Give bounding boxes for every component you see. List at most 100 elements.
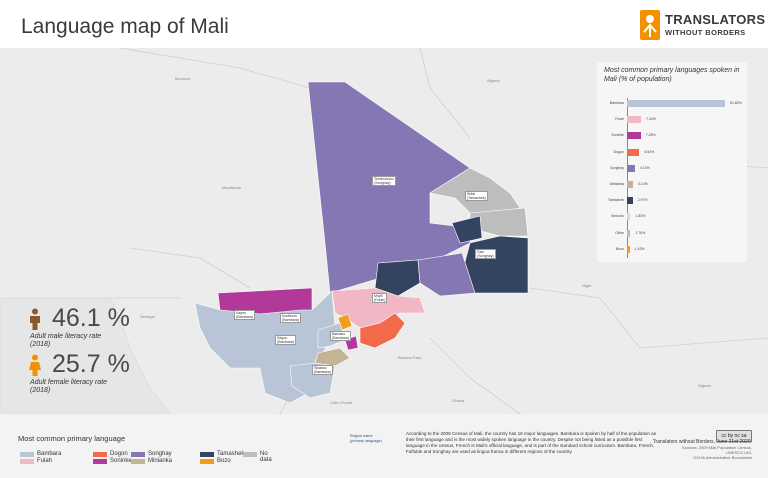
label-burkina-faso: Burkina Faso — [398, 355, 422, 360]
chart-value-label: 1.76% — [635, 230, 646, 235]
label-cote-divoire: Côte d'Ivoire — [330, 400, 353, 405]
legend-label: No data — [260, 451, 272, 463]
legend-swatch — [243, 452, 257, 457]
ocean — [0, 297, 171, 414]
region-label-mopti: Mopti (Fulah) — [372, 293, 388, 304]
region-label-segou: Ségou (Bambara) — [275, 335, 296, 346]
chart-category-label: Dogon — [613, 149, 624, 154]
chart-category-label: Fulah — [615, 117, 624, 122]
region-label-bamako: Bamako (Bambara) — [330, 331, 351, 342]
legend-swatch — [20, 452, 34, 457]
legend-swatch — [93, 459, 107, 464]
chart-row: Fulah 7.44% — [598, 115, 748, 124]
male-literacy: 46.1 % Adult male literacy rate (2018) — [28, 304, 158, 348]
label-algeria: Algeria — [487, 78, 500, 83]
chart-category-label: Soninke — [611, 133, 624, 138]
cc-license-badge[interactable]: cc by nc sa — [716, 430, 752, 442]
female-literacy-label: Adult female literacy rate — [30, 379, 108, 386]
twb-logo: TRANSLATORS WITHOUT BORDERS — [640, 10, 765, 42]
region-dogon[interactable] — [359, 312, 406, 349]
credit-source-2: UNESCO UIS, — [725, 450, 752, 455]
credits: Translators without Borders, June 21st 2… — [652, 439, 752, 461]
chart-row: Other 1.76% — [598, 229, 748, 237]
region-label-tombouctou: Tombouctou (Songhay) — [372, 176, 396, 187]
credit-main: Translators without Borders, June 21st 2… — [652, 439, 752, 445]
chart-category-label: Songhay — [610, 165, 624, 170]
chart-row: Tamashek 2.97% — [598, 196, 748, 205]
chart-value-label: 1.43% — [634, 246, 645, 251]
chart-category-label: Minianka — [609, 182, 624, 186]
region-minianka[interactable] — [314, 347, 351, 367]
chart-bar[interactable] — [627, 164, 635, 172]
region-label-kayes: Kayes (Bambara) — [234, 310, 255, 321]
chart-row: Songhay 4.13% — [598, 164, 748, 172]
label-senegal: Senegal — [140, 314, 155, 319]
chart-category-label: Sénoufo — [610, 214, 624, 219]
region-label-koulikoro: Koulikoro (Bambara) — [280, 313, 301, 324]
region-label-sikasso: Sikasso (Bambara) — [312, 365, 333, 376]
logo-line-1: TRANSLATORS — [665, 12, 766, 27]
credit-source-3: OCHA Administrative Boundaries — [693, 455, 752, 460]
legend-swatch — [93, 452, 107, 457]
label-mauritania: Mauritania — [222, 185, 241, 190]
legend-title: Most common primary language — [18, 434, 126, 443]
chart-bar[interactable] — [627, 116, 642, 124]
legend-label: Minianka — [148, 458, 173, 464]
chart-bar[interactable] — [627, 100, 725, 107]
language-chart-panel — [597, 62, 747, 262]
chart-value-label: 2.97% — [637, 198, 648, 203]
label-morocco: Morocco — [175, 76, 191, 81]
chart-value-label: 4.13% — [639, 165, 650, 170]
chart-row: Minianka 3.14% — [598, 180, 748, 188]
region-name-key-line1: Region name — [350, 434, 373, 438]
region-gao-tamashek[interactable] — [374, 259, 421, 297]
label-ghana: Ghana — [452, 398, 465, 403]
chart-bar[interactable] — [627, 229, 631, 237]
chart-row: Bambara 51.82% — [598, 99, 748, 107]
chart-value-label: 7.28% — [645, 133, 656, 138]
male-literacy-value: 46.1 % — [52, 304, 130, 332]
chart-value-label: 3.14% — [637, 182, 648, 186]
chart-bar[interactable] — [627, 213, 631, 221]
region-name-key-line2: (primary language) — [350, 439, 382, 443]
chart-category-label: Bambara — [609, 101, 624, 105]
male-literacy-label: Adult male literacy rate — [30, 333, 102, 340]
chart-row: Sénoufo 1.83% — [598, 212, 748, 221]
map-svg — [0, 48, 768, 414]
female-literacy: 25.7 % Adult female literacy rate (2018) — [28, 350, 158, 394]
chart-bar[interactable] — [627, 197, 633, 205]
region-gao[interactable] — [417, 252, 476, 297]
credit-source-1: Sources: 2009 Mali Population Census, — [681, 445, 752, 450]
legend-label: Soninke — [110, 458, 132, 464]
page-title: Language map of Mali — [21, 15, 229, 38]
twb-logo-icon — [640, 10, 660, 40]
legend-label: Dogon — [110, 451, 128, 457]
chart-title: Most common primary languages spoken in … — [604, 67, 740, 83]
chart-bar[interactable] — [627, 132, 641, 140]
logo-line-2: WITHOUT BORDERS — [665, 28, 746, 37]
header: Language map of Mali TRANSLATORS WITHOUT… — [0, 0, 768, 49]
region-label-gao: Gao (Songhay) — [475, 249, 496, 260]
chart-bar[interactable] — [627, 148, 640, 156]
chart-bar[interactable] — [627, 245, 630, 253]
chart-bar[interactable] — [627, 181, 633, 188]
chart-value-label: 6.54% — [644, 149, 655, 154]
female-person-icon — [29, 354, 41, 376]
chart-row: Bozo 1.43% — [598, 245, 748, 253]
chart-category-label: Other — [615, 230, 624, 235]
female-literacy-year: (2018) — [30, 387, 51, 394]
legend-swatch — [200, 459, 214, 464]
chart-axis — [627, 98, 628, 258]
region-label-kidal: Kidal (Tamashek) — [465, 191, 488, 202]
legend-label: Tamashek — [217, 451, 245, 457]
region-tamashek-kidal[interactable] — [451, 215, 483, 244]
legend-label: Bambara — [37, 451, 62, 457]
chart-category-label: Tamashek — [608, 198, 624, 203]
chart-row: Soninke 7.28% — [598, 131, 748, 140]
chart-value-label: 1.83% — [635, 214, 646, 219]
legend-label: Fulah — [37, 458, 53, 464]
chart-category-label: Bozo — [616, 246, 624, 251]
male-literacy-year: (2018) — [30, 341, 51, 348]
region-name-key: Region name (primary language) — [350, 434, 382, 444]
legend-swatch — [200, 452, 214, 457]
